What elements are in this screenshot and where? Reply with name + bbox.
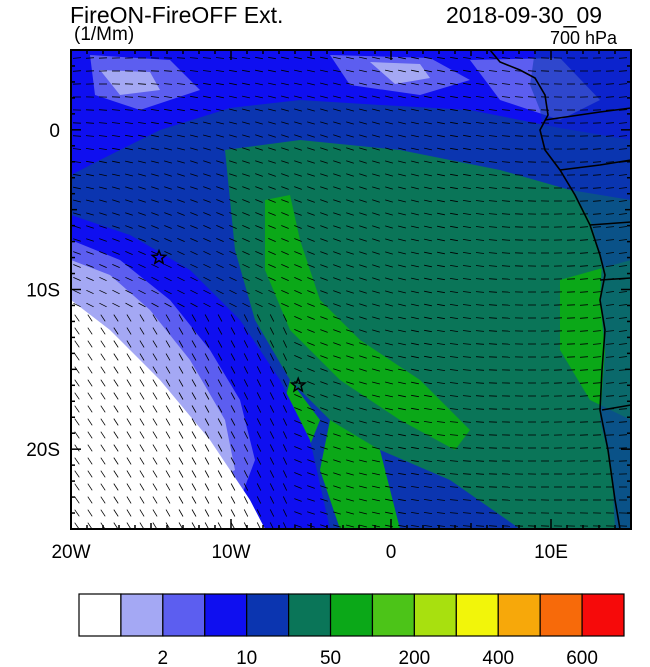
colorbar-swatch xyxy=(497,593,541,637)
colorbar-swatch xyxy=(539,593,583,637)
colorbar-label: 400 xyxy=(482,648,514,667)
colorbar-swatch xyxy=(78,593,122,637)
star-marker xyxy=(289,376,307,393)
y-tick-label: 0 xyxy=(49,121,60,142)
colorbar-swatch xyxy=(455,593,499,637)
colorbar: 2 10 50 200 400 600 xyxy=(78,593,625,667)
coastline xyxy=(489,50,631,529)
colorbar-label: 10 xyxy=(236,648,257,667)
colorbar-swatch xyxy=(204,593,248,637)
x-tick-label: 20W xyxy=(51,542,90,563)
colorbar-label: 50 xyxy=(320,648,341,667)
map-title: FireON-FireOFF Ext. xyxy=(70,2,284,28)
colorbar-label: 2 xyxy=(158,648,169,667)
colorbar-swatch xyxy=(162,593,206,637)
y-tick-label: 20S xyxy=(26,440,60,461)
tick-labels: 0 10S 20S 20W 10W 0 10E xyxy=(26,121,568,563)
timestamp-label: 2018-09-30_09 xyxy=(446,2,603,28)
site-markers xyxy=(150,248,307,393)
extinction-field xyxy=(71,50,631,529)
units-label: (1/Mm) xyxy=(74,24,135,45)
colorbar-label: 200 xyxy=(399,648,431,667)
x-tick-label: 10E xyxy=(534,542,568,563)
axis-ticks xyxy=(70,49,632,530)
x-tick-label: 0 xyxy=(386,542,397,563)
colorbar-swatch xyxy=(329,593,374,637)
colorbar-swatch xyxy=(120,593,164,637)
colorbar-swatch xyxy=(581,593,625,637)
colorbar-label: 600 xyxy=(566,648,598,667)
y-tick-label: 10S xyxy=(26,281,60,302)
colorbar-swatch xyxy=(288,593,332,637)
colorbar-swatch xyxy=(413,593,457,637)
x-tick-label: 10W xyxy=(211,542,250,563)
colorbar-swatch xyxy=(246,593,290,637)
pressure-level-label: 700 hPa xyxy=(550,28,618,48)
star-marker xyxy=(150,248,168,265)
colorbar-swatch xyxy=(371,593,415,637)
